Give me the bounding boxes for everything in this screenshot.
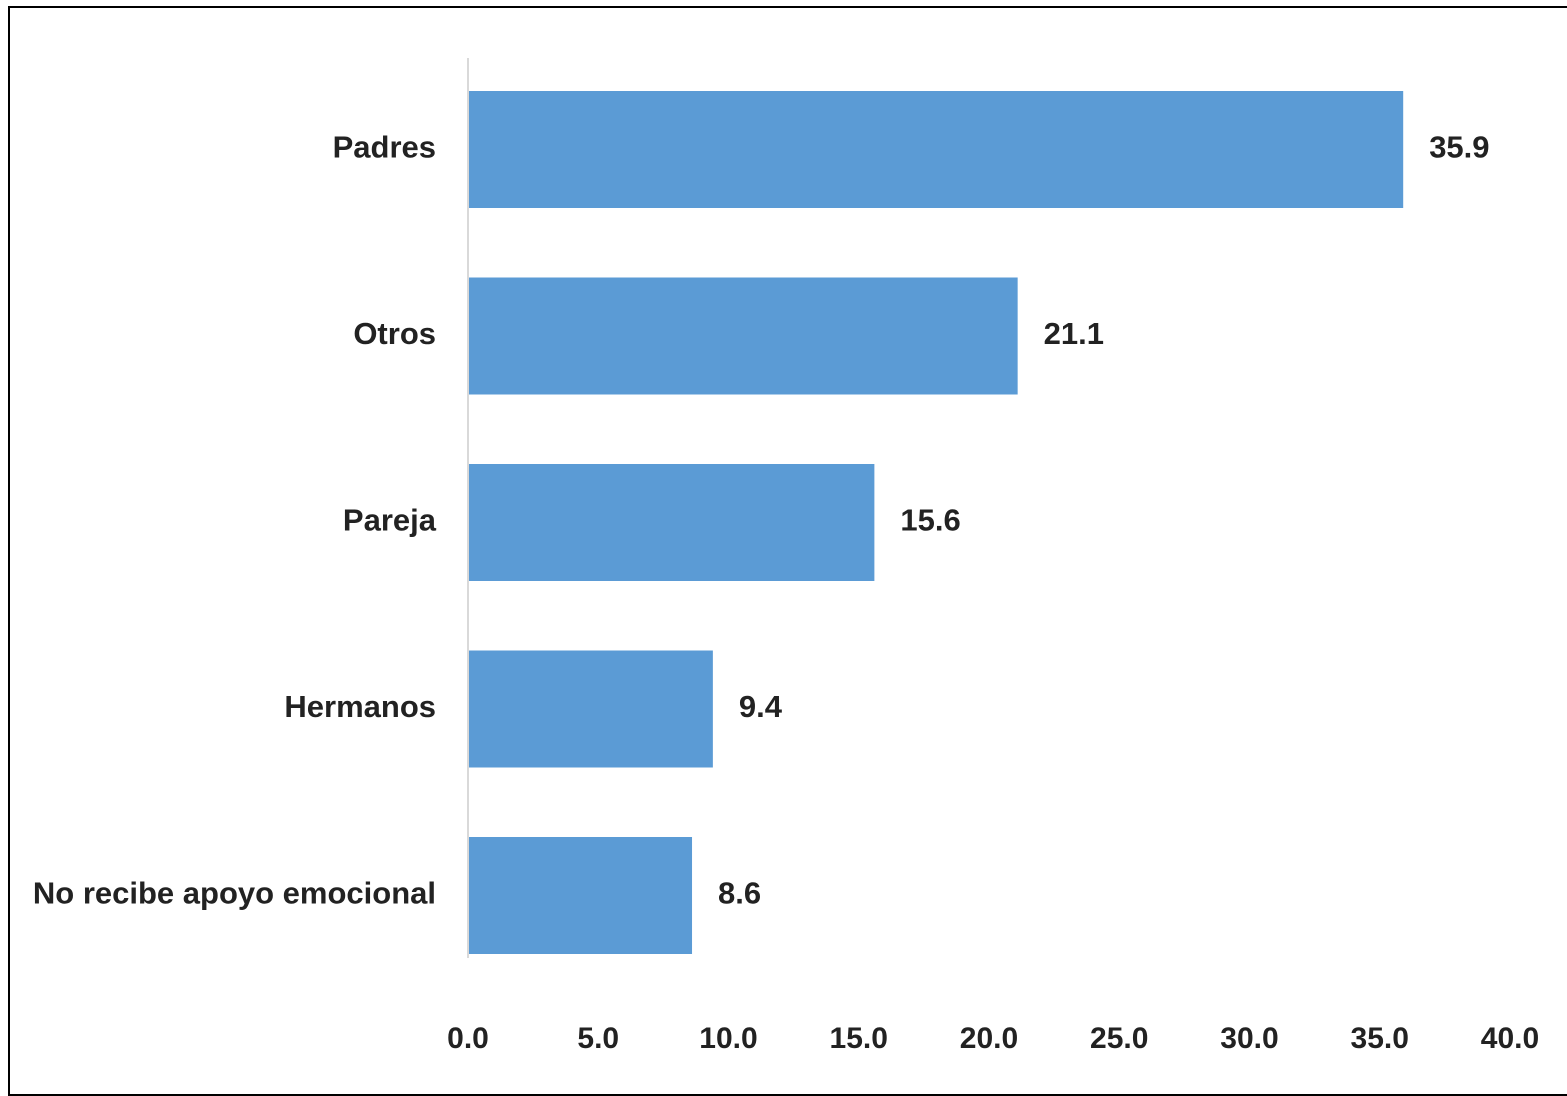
x-tick-label: 20.0 [960,1022,1018,1055]
bars-group [468,91,1404,954]
category-label: Otros [353,316,436,351]
x-tick-label: 40.0 [1481,1022,1539,1055]
bar [468,837,693,954]
x-tick-label: 15.0 [830,1022,888,1055]
category-label: No recibe apoyo emocional [33,876,436,911]
bar [468,91,1404,208]
bar [468,277,1018,395]
category-label: Hermanos [284,689,436,724]
x-tick-label: 0.0 [447,1022,489,1055]
category-label: Pareja [343,503,437,538]
bar-value-label: 9.4 [739,689,783,724]
bar-value-label: 15.6 [900,503,960,538]
x-tick-label: 30.0 [1220,1022,1278,1055]
x-tick-label: 10.0 [699,1022,757,1055]
bar-value-label: 8.6 [718,876,761,911]
value-labels-group: 35.9 21.1 15.6 9.4 8.6 [718,130,1490,911]
x-tick-label: 5.0 [577,1022,619,1055]
bar-value-label: 35.9 [1429,130,1489,165]
bar [468,464,875,581]
category-label: Padres [333,130,436,165]
x-tick-labels-group: 0.0 5.0 10.0 15.0 20.0 25.0 30.0 35.0 40.0 [447,1022,1539,1055]
bar [468,650,713,768]
x-tick-label: 35.0 [1351,1022,1409,1055]
category-labels-group: Padres Otros Pareja Hermanos No recibe apoyo… [33,130,437,911]
bar-value-label: 21.1 [1044,316,1104,351]
x-tick-label: 25.0 [1090,1022,1148,1055]
